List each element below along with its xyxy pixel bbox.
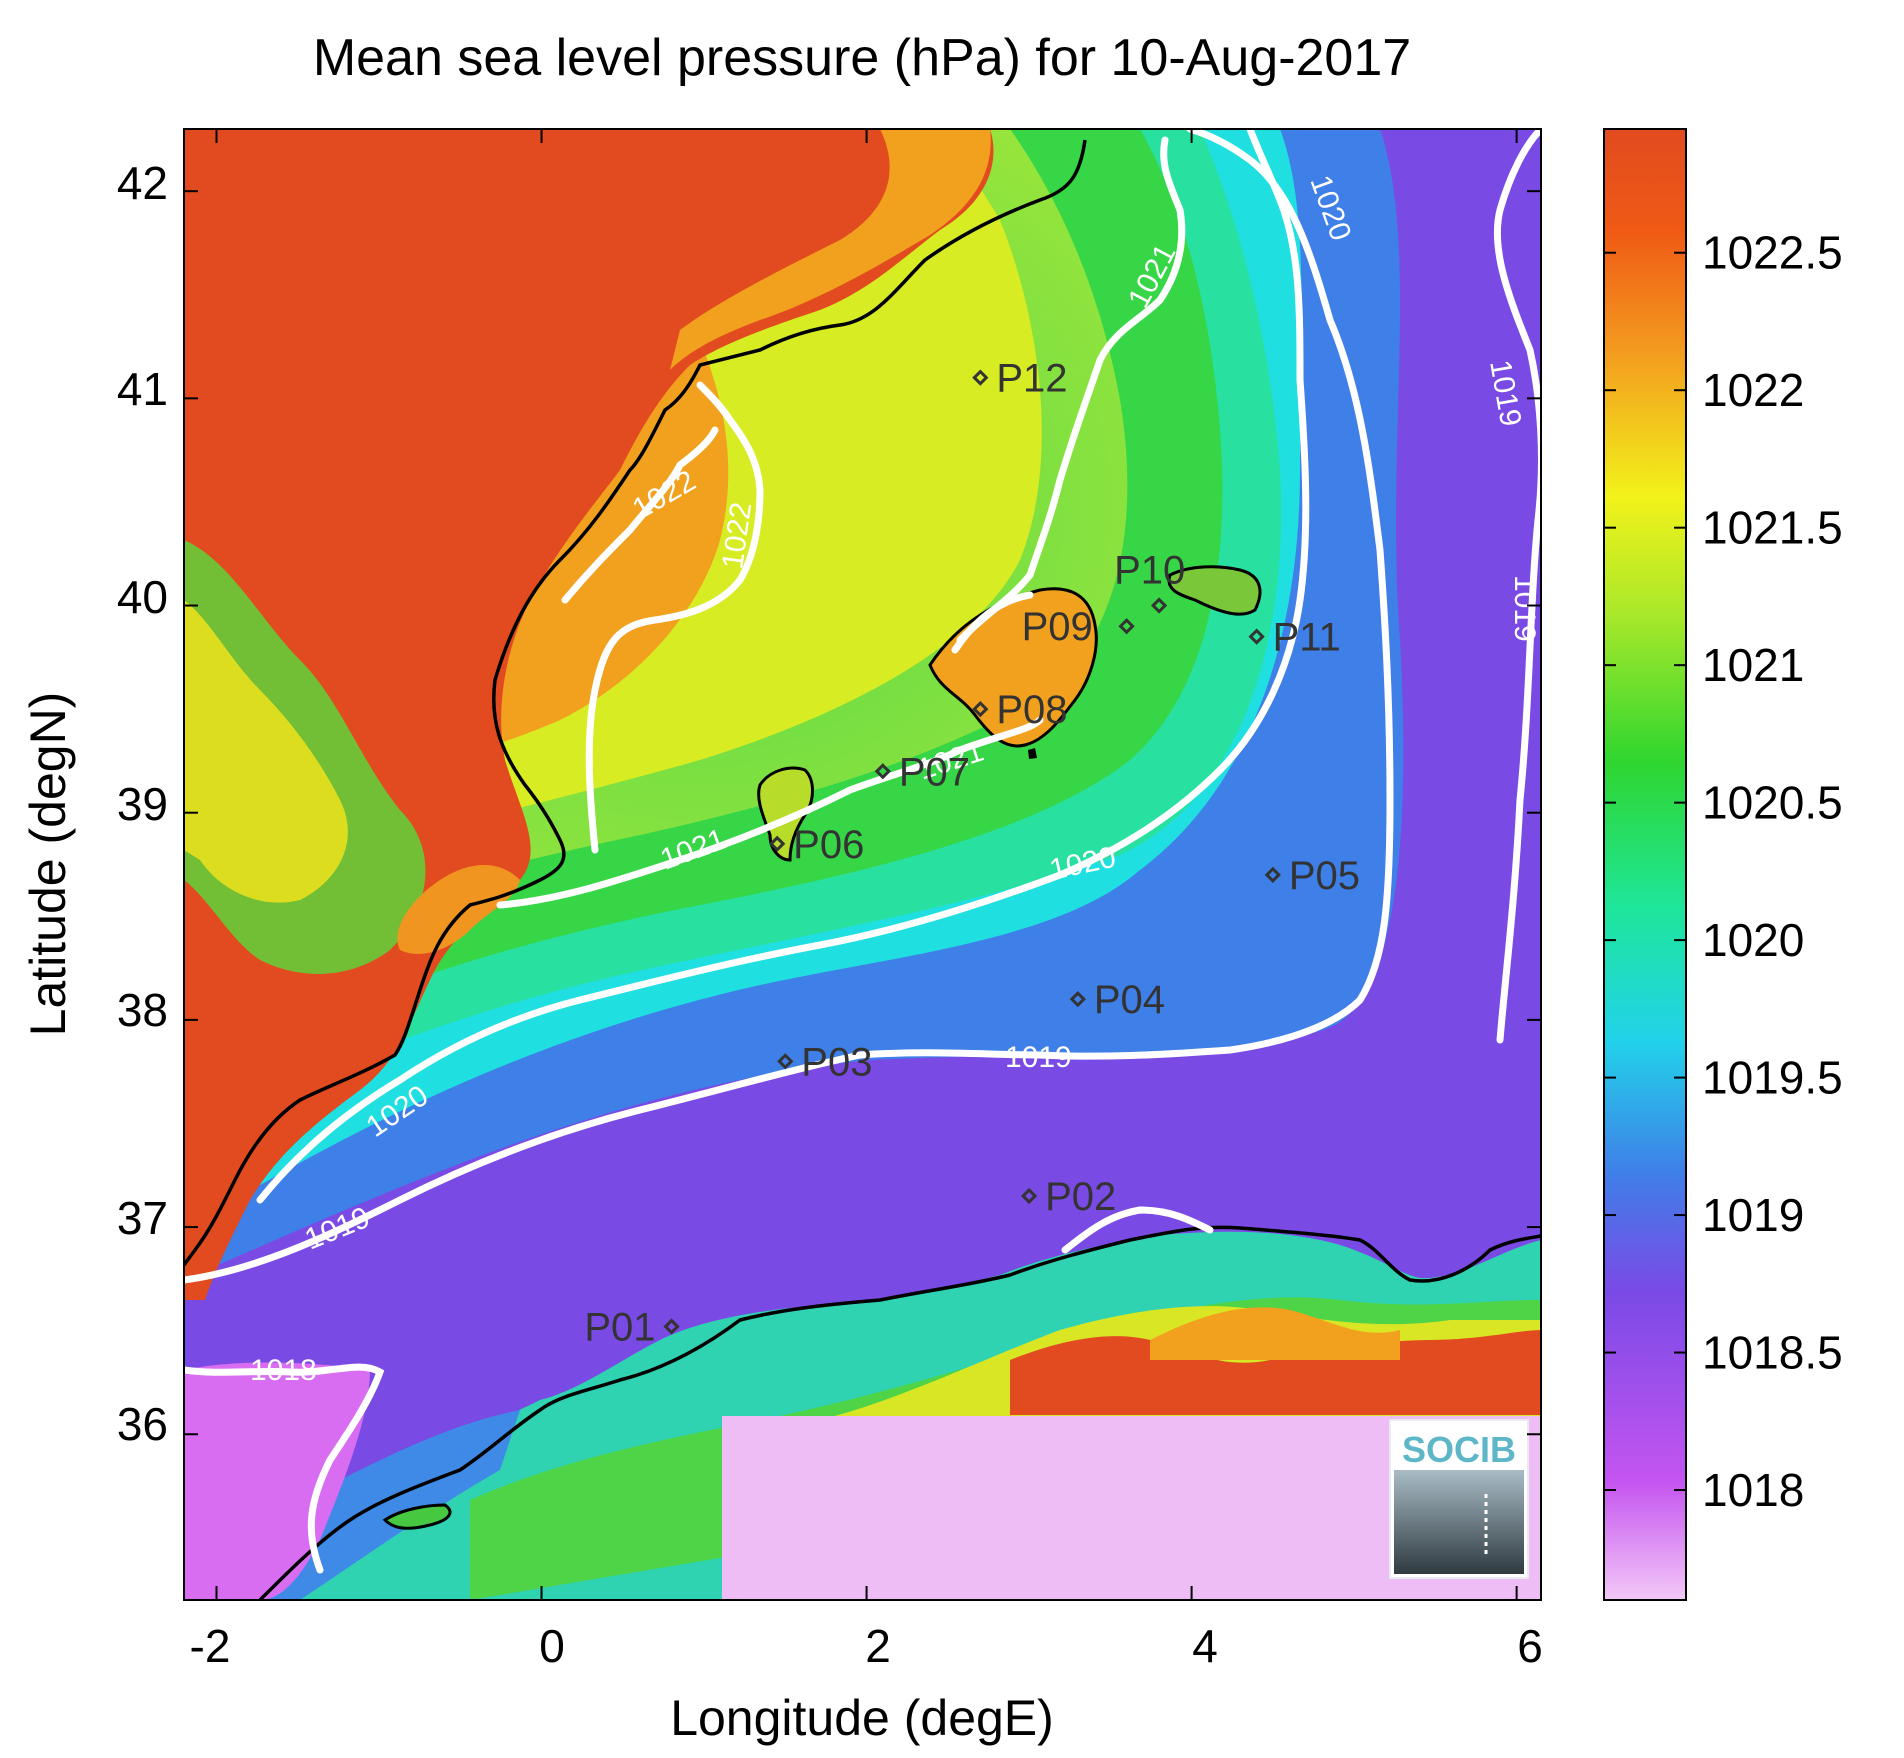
contour-label: 1019	[1005, 1041, 1072, 1074]
map-tick-marks	[184, 129, 1541, 1600]
station-marker	[777, 1053, 794, 1070]
station-marker	[1264, 866, 1281, 883]
station-marker	[1150, 597, 1168, 614]
isobar-1018	[184, 1363, 385, 1574]
africa-coastline	[258, 1225, 1541, 1600]
station-label: P10	[1114, 549, 1185, 593]
station-label: P08	[996, 688, 1067, 732]
x-tick-label: 4	[1192, 1620, 1218, 1672]
north-africa-highland	[1010, 1330, 1541, 1415]
station-marker	[663, 1318, 680, 1335]
y-tick-label: 42	[117, 157, 168, 209]
colorbar-label: 1019	[1702, 1189, 1804, 1241]
islet-cabrera	[1028, 748, 1037, 759]
isobar-1021	[496, 716, 1044, 909]
station-marker	[972, 700, 989, 718]
station-label: P05	[1289, 854, 1360, 898]
y-tick-label: 37	[117, 1192, 168, 1244]
station-label: P09	[1022, 605, 1093, 649]
logo-text: SOCIB	[1402, 1429, 1516, 1470]
station-marker	[972, 369, 989, 386]
station-markers: P01 P02 P03 P04 P05 P06 P07 P08 P09 P10 P11 P12	[584, 357, 1360, 1350]
y-tick-label: 36	[117, 1398, 168, 1450]
island-menorca	[1167, 565, 1262, 616]
y-axis-label: Latitude (degN)	[20, 692, 76, 1037]
station-marker	[1118, 618, 1135, 635]
colorbar-label: 1018	[1702, 1464, 1804, 1516]
x-tick-label: 2	[865, 1620, 891, 1672]
map-frame	[183, 128, 1542, 1601]
north-africa-orange	[1150, 1307, 1400, 1360]
iberia-land	[184, 129, 994, 1300]
x-axis-label: Longitude (degE)	[670, 1690, 1054, 1746]
colorbar-label: 1020.5	[1702, 777, 1843, 829]
station-label: P03	[801, 1040, 872, 1084]
station-label: P01	[584, 1306, 655, 1350]
isobar-1022	[585, 381, 764, 854]
colorbar-label: 1021.5	[1702, 502, 1843, 554]
station-marker	[874, 763, 891, 780]
iberia-coastline	[184, 139, 1087, 1267]
iberia-coast-orange	[397, 865, 520, 954]
y-tick-label: 38	[117, 984, 168, 1036]
contour-label: 1019	[1508, 575, 1541, 642]
station-label: P04	[1094, 978, 1165, 1022]
isobar-1021-north	[956, 136, 1186, 644]
colorbar-label: 1022	[1702, 364, 1804, 416]
map-panel: 1018 1019 1019 1019 1019 1020 1020 1020 …	[184, 129, 1541, 1600]
colorbar-label: 1019.5	[1702, 1052, 1843, 1104]
chart-title: Mean sea level pressure (hPa) for 10-Aug…	[313, 29, 1411, 87]
x-tick-label: 6	[1517, 1620, 1543, 1672]
island-ibiza	[757, 766, 814, 862]
isobar-1019-west	[184, 129, 1394, 1284]
y-tick-label: 41	[117, 363, 168, 415]
socib-logo: SOCIB	[1389, 1419, 1529, 1579]
station-marker	[1020, 1187, 1038, 1205]
colorbar: 1018 1018.5 1019 1019.5 1020 1020.5 1021 1021.5…	[1603, 128, 1843, 1601]
station-label: P11	[1273, 616, 1341, 660]
x-tick-labels: -2 0 2 4 6	[190, 1620, 1543, 1672]
iberia-inland-yellow	[184, 600, 348, 903]
x-tick-label: -2	[190, 1620, 231, 1672]
isobar-1020	[256, 129, 1310, 1204]
y-tick-labels: 36 37 38 39 40 41 42	[117, 157, 168, 1450]
station-label: P06	[793, 823, 864, 867]
station-label: P07	[899, 750, 970, 794]
colorbar-gradient	[1604, 129, 1686, 1600]
colorbar-label: 1022.5	[1702, 227, 1843, 279]
iberia-coast-strip	[670, 129, 991, 370]
y-tick-label: 39	[117, 778, 168, 830]
x-tick-label: 0	[539, 1620, 565, 1672]
colorbar-ticks: 1018 1018.5 1019 1019.5 1020 1020.5 1021 1021.5…	[1604, 227, 1843, 1516]
islet-alboran	[382, 1503, 452, 1530]
isobars	[184, 129, 1541, 1574]
station-marker	[1069, 991, 1086, 1008]
y-tick-label: 40	[117, 571, 168, 623]
station-label: P02	[1045, 1175, 1116, 1219]
station-marker	[1248, 628, 1265, 645]
colorbar-label: 1018.5	[1702, 1327, 1843, 1379]
station-label: P12	[996, 357, 1067, 401]
isobar-1021-ibiza	[951, 591, 1034, 654]
station-marker	[769, 835, 786, 852]
colorbar-label: 1020	[1702, 914, 1804, 966]
colorbar-label: 1021	[1702, 639, 1804, 691]
isobar-1019-south	[1061, 1206, 1214, 1254]
contour-label: 1018	[250, 1354, 317, 1387]
isobar-1022-west	[561, 426, 719, 604]
colorbar-frame	[1603, 128, 1687, 1601]
southwest-low	[184, 1362, 370, 1600]
